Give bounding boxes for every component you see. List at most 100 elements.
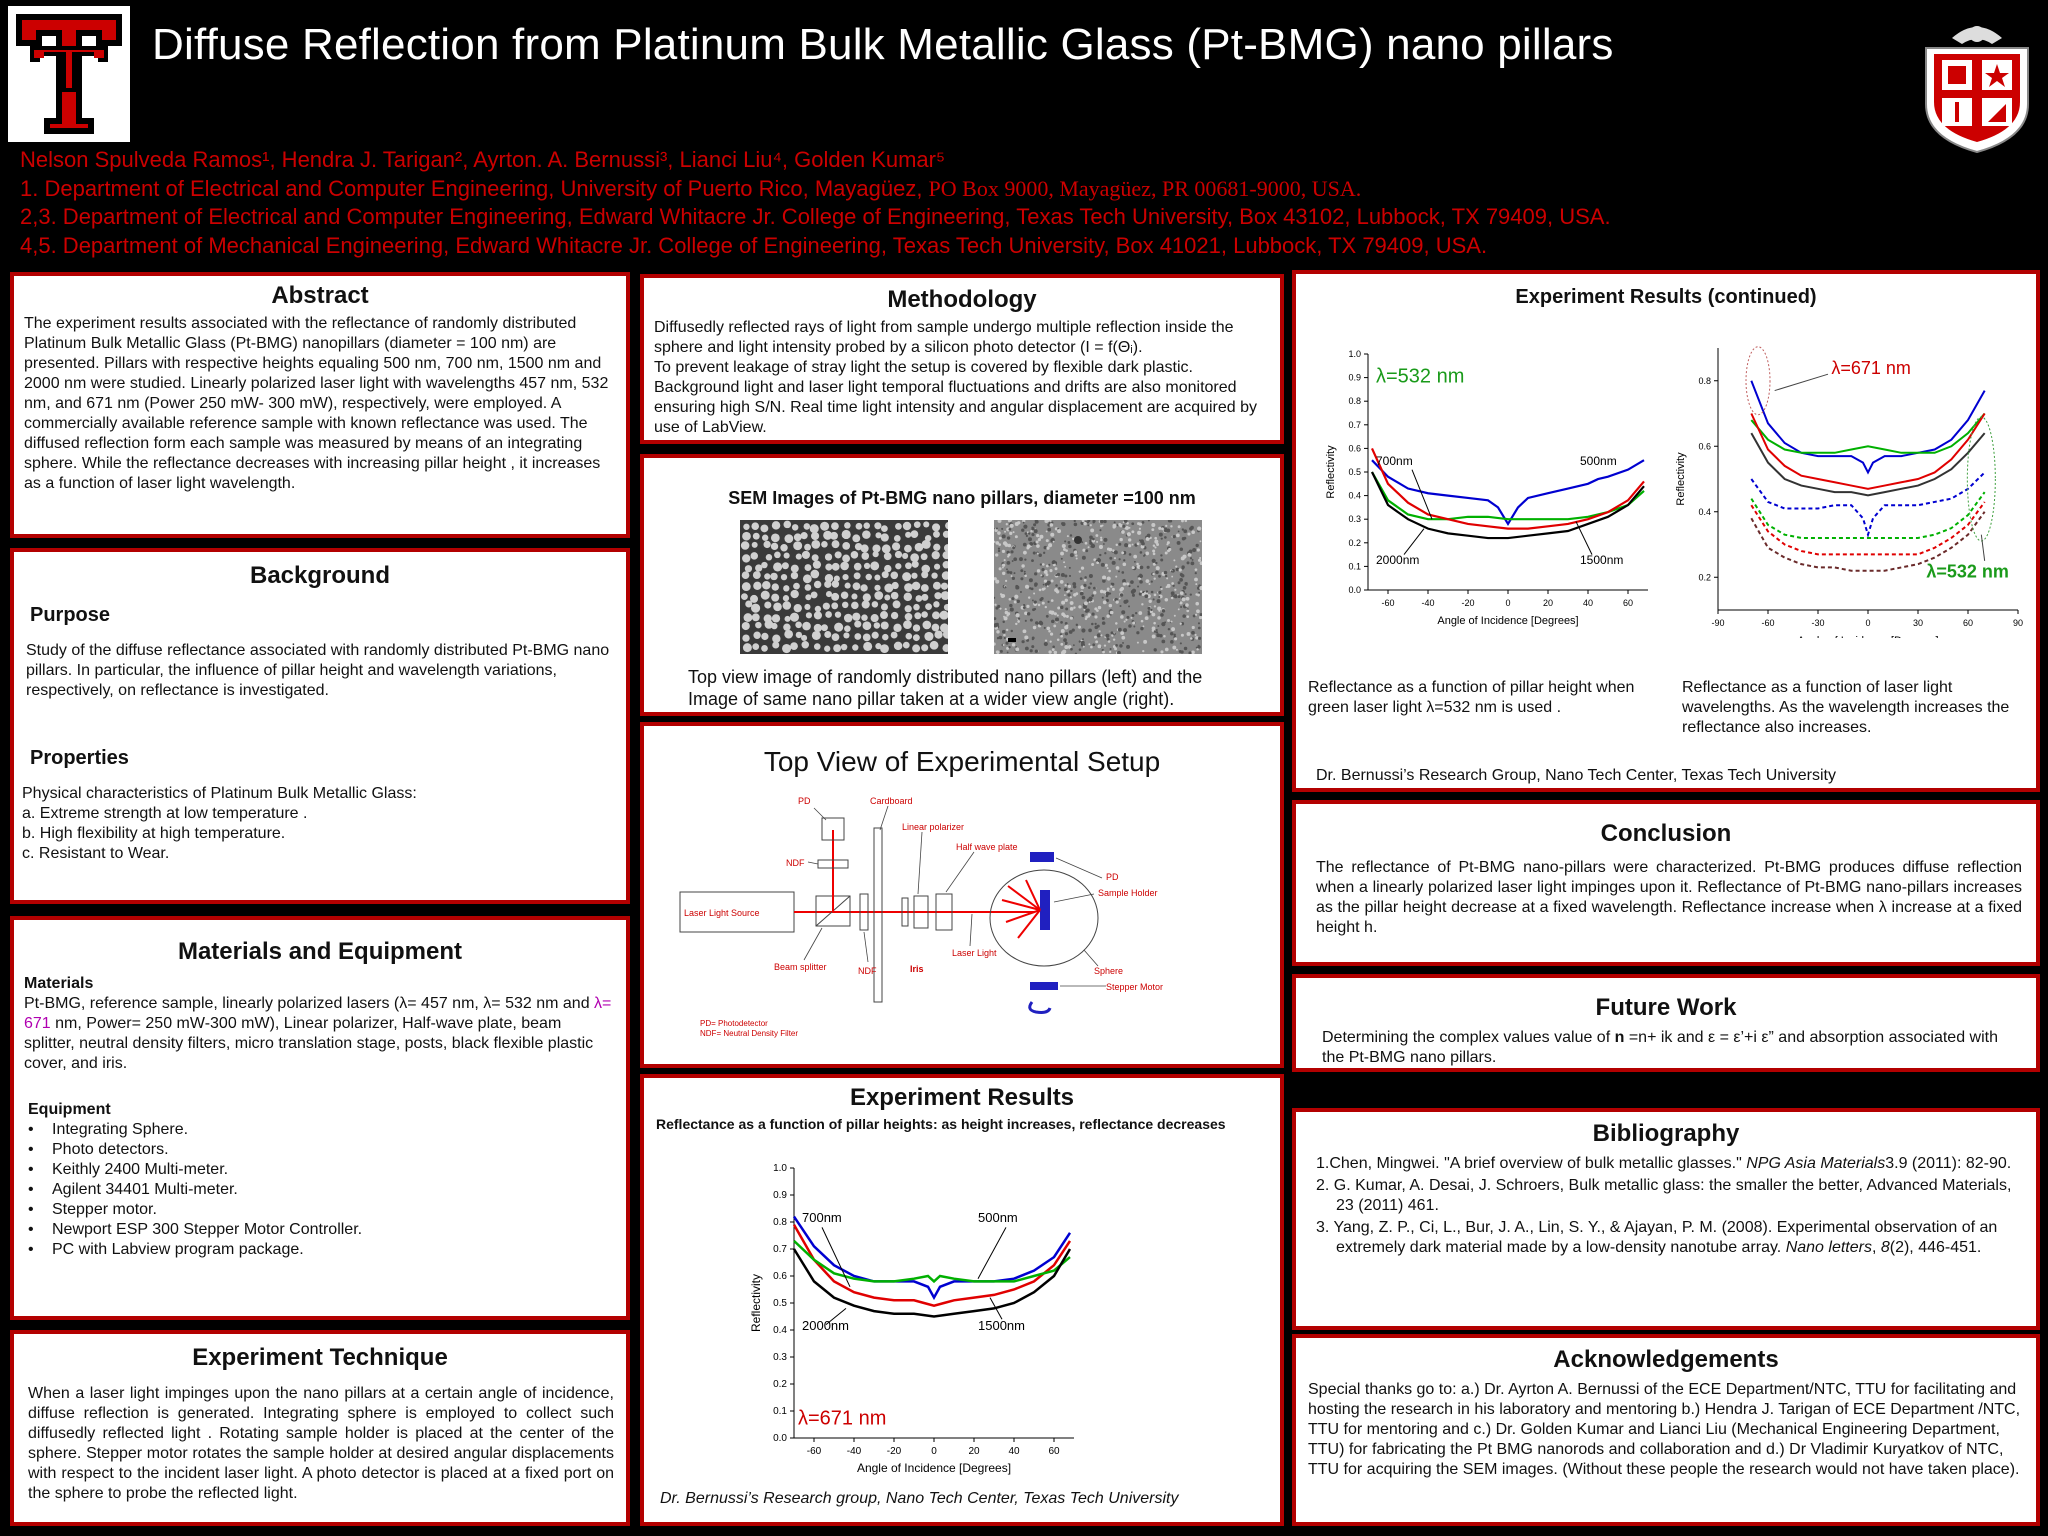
sem-grain: [1102, 575, 1107, 580]
sem-grain: [1097, 605, 1102, 610]
sem-grain: [1145, 537, 1150, 541]
sem-grain: [1047, 600, 1050, 603]
sem-grain: [1032, 625, 1037, 630]
sem-grain: [1019, 557, 1023, 562]
y-tick-label: 0.2: [1348, 538, 1361, 548]
x-tick-label: 40: [1008, 1446, 1020, 1457]
sem-grain: [1118, 558, 1121, 561]
sem-grain: [925, 603, 932, 611]
sem-grain: [1054, 527, 1059, 531]
sem-grain: [1022, 629, 1027, 634]
sem-grain: [1171, 582, 1175, 585]
series-line-2: [1750, 412, 1986, 490]
sem-grain: [1101, 596, 1104, 599]
sem-grain: [1028, 532, 1031, 535]
sem-grain: [1046, 546, 1050, 550]
x-axis-label: Angle of Incidence [Degrees]: [1437, 615, 1578, 627]
sem-grain: [1043, 579, 1048, 583]
sem-grain: [1199, 585, 1202, 591]
results2-panel: Experiment Results (continued) -60 -40 -20…: [1292, 270, 2040, 792]
sem-grain: [803, 523, 811, 530]
sem-grain: [1078, 570, 1082, 573]
sem-grain: [834, 622, 844, 632]
y-tick-label: 0.5: [773, 1298, 787, 1309]
sem-grain: [761, 632, 769, 641]
sem-grain: [742, 634, 750, 642]
sem-grain: [1045, 614, 1049, 618]
sem-grain: [1198, 636, 1202, 640]
sem-grain: [1151, 558, 1156, 563]
leader-1500nm: [1575, 521, 1593, 555]
sem-grain: [842, 554, 850, 563]
sem-grain: [860, 584, 868, 592]
sem-grain: [1126, 582, 1130, 586]
sem-grain: [1043, 641, 1048, 647]
sem-grain: [1011, 576, 1015, 580]
sem-grain: [1075, 623, 1079, 627]
sem-grain: [1047, 527, 1052, 532]
sem-grain: [1153, 593, 1157, 597]
sem-grain: [784, 534, 794, 544]
sem-grain: [1055, 590, 1060, 594]
sem-grain: [801, 634, 808, 641]
sem-grain: [1182, 614, 1186, 618]
sem-grain: [862, 633, 871, 642]
sem-grain: [1194, 577, 1198, 582]
sem-grain: [1112, 549, 1115, 553]
sem-grain: [841, 601, 849, 609]
sem-grain: [762, 581, 771, 590]
sem-grain: [890, 611, 899, 620]
results-title: Experiment Results: [849, 1084, 1075, 1111]
sem-grain: [1190, 637, 1193, 640]
sem-grain: [994, 603, 997, 606]
sem-grain: [1105, 591, 1110, 596]
sem-grain: [1103, 644, 1107, 647]
sem-grain: [998, 635, 1003, 640]
list-item: Stepper motor.: [26, 1200, 626, 1220]
sem-grain: [1041, 587, 1045, 591]
sem-grain: [874, 574, 881, 581]
series-line-0: [1750, 380, 1986, 475]
sem-grain: [1059, 580, 1064, 584]
sem-grain: [1131, 588, 1137, 593]
sem-grain: [1038, 588, 1042, 592]
sem-grain: [1091, 612, 1095, 616]
sem-grain: [1176, 540, 1181, 545]
sem-grain: [1006, 570, 1010, 574]
sem-grain: [1172, 584, 1175, 587]
properties-line: Physical characteristics of Platinum Bul…: [22, 785, 417, 802]
sem-grain: [1182, 586, 1187, 590]
sem-grain: [1175, 565, 1178, 568]
sem-grain: [1022, 606, 1026, 609]
sem-grain: [871, 631, 879, 639]
sem-grain: [771, 521, 781, 530]
poster-header: Diffuse Reflection from Platinum Bulk Me…: [0, 0, 2048, 262]
affiliation-2: 2,3. Department of Electrical and Comput…: [20, 204, 1611, 229]
annotation-671: λ=671 nm: [798, 1408, 886, 1430]
methodology-title: Methodology: [887, 286, 1037, 313]
sem-grain: [1035, 540, 1039, 544]
sem-grain: [995, 541, 1000, 545]
sem-grain: [942, 629, 948, 639]
sem-grain: [1163, 570, 1168, 575]
sem-grain: [1100, 538, 1103, 542]
sem-grain: [1199, 561, 1202, 566]
sem-grain: [1161, 609, 1166, 613]
sem-grain: [1156, 543, 1160, 547]
sem-grain: [1092, 537, 1095, 541]
sem-grain: [1069, 606, 1074, 611]
y-tick-label: 0.0: [1348, 585, 1361, 595]
sem-grain: [1122, 524, 1126, 528]
sem-grain: [912, 624, 921, 632]
sem-grain: [1048, 543, 1053, 548]
sem-grain: [865, 573, 872, 581]
sem-grain: [875, 532, 882, 539]
sem-grain: [881, 544, 891, 554]
sem-grain: [1049, 640, 1052, 643]
sem-grain: [825, 563, 833, 571]
x-tick-label: 0: [1505, 598, 1510, 608]
sem-grain: [1024, 574, 1027, 578]
sem-grain: [1016, 599, 1020, 604]
sem-grain: [1175, 567, 1180, 572]
sem-grain: [1180, 650, 1184, 654]
